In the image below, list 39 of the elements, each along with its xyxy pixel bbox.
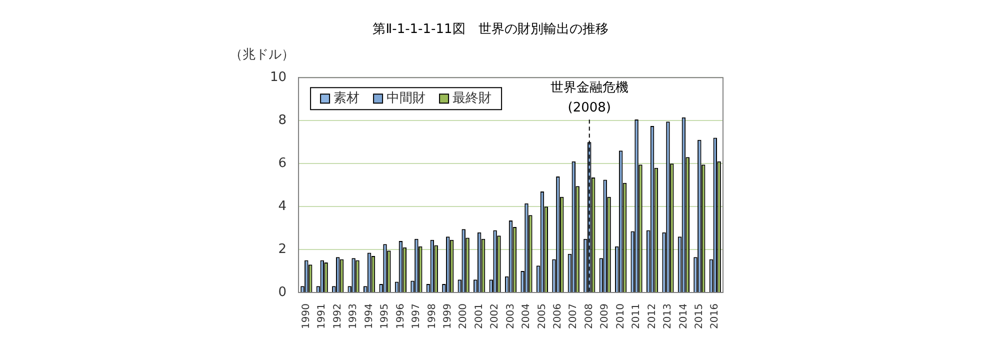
x-tick-label: 2002 xyxy=(490,304,501,330)
x-tick-label: 2001 xyxy=(474,304,485,330)
x-tick-label: 2013 xyxy=(662,304,674,330)
x-tick-label: 1996 xyxy=(395,304,406,330)
x-tick-label: 2011 xyxy=(631,304,642,330)
x-tick-label: 2005 xyxy=(536,304,548,330)
x-tick-label: 1990 xyxy=(300,304,312,330)
x-tick-label: 1997 xyxy=(411,304,422,330)
y-tick-label: 4 xyxy=(278,198,287,214)
legend-label: 最終財 xyxy=(452,90,492,106)
x-tick-label: 2007 xyxy=(568,304,580,330)
x-tick-label: 2003 xyxy=(505,304,516,330)
y-tick-label: 0 xyxy=(278,284,287,300)
x-tick-label: 2012 xyxy=(646,304,658,330)
x-tick-label: 2004 xyxy=(521,304,532,330)
x-tick-label: 2008 xyxy=(584,304,595,330)
x-tick-label: 2015 xyxy=(694,304,706,330)
chart-title: 第Ⅱ-1-1-1-11図 世界の財別輸出の推移 xyxy=(372,22,608,38)
x-tick-label: 1992 xyxy=(332,304,344,330)
ref-line-label: 世界金融危機 (2008) xyxy=(550,80,628,116)
y-tick-label: 2 xyxy=(278,242,287,257)
x-tick-label: 1998 xyxy=(426,304,438,330)
x-tick-label: 2014 xyxy=(678,304,690,330)
legend-label: 中間財 xyxy=(386,90,426,106)
x-tick-label: 1999 xyxy=(442,304,454,330)
y-tick-label: 8 xyxy=(278,112,287,128)
x-tick-label: 1994 xyxy=(364,304,375,330)
x-tick-label: 1993 xyxy=(348,304,360,330)
y-axis-title: （兆ドル） xyxy=(230,47,295,62)
x-tick-label: 2000 xyxy=(458,304,470,330)
y-tick-label: 10 xyxy=(270,70,287,85)
legend-label: 素材 xyxy=(334,90,360,106)
x-tick-label: 1991 xyxy=(316,304,328,330)
x-tick-label: 2009 xyxy=(600,304,611,330)
y-tick-label: 6 xyxy=(278,156,287,171)
x-tick-label: 2006 xyxy=(552,304,564,330)
x-tick-label: 2016 xyxy=(710,304,721,330)
x-tick-label: 2010 xyxy=(615,304,626,330)
x-tick-label: 1995 xyxy=(380,304,391,330)
